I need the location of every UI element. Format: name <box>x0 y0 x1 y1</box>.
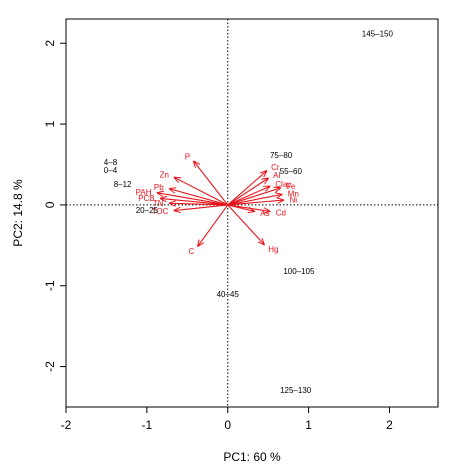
y-axis: -2 -1 0 1 2 <box>43 40 66 372</box>
loading-arrow-zn <box>174 177 228 206</box>
loading-label-al: Al <box>273 171 280 180</box>
x-tick-label: 2 <box>386 418 393 432</box>
loading-label-cd: Cd <box>276 208 286 217</box>
loading-label-cr: Cr <box>271 163 280 172</box>
y-tick-label: -1 <box>43 280 57 291</box>
loading-arrow-c <box>198 204 229 246</box>
score-label: 55–60 <box>280 167 303 176</box>
y-tick-label: 2 <box>43 40 57 47</box>
loading-label-toc: TOC <box>152 207 169 216</box>
loading-label-pb: Pb <box>154 183 164 192</box>
loading-arrow-hg <box>227 204 264 245</box>
x-axis: -2 -1 0 1 2 <box>61 407 393 432</box>
loading-label-p: P <box>185 153 190 162</box>
loading-label-fe: Fe <box>286 182 296 191</box>
loading-label-as: As <box>260 209 269 218</box>
x-axis-label: PC1: 60 % <box>223 450 281 464</box>
score-label: 100–105 <box>283 267 315 276</box>
loading-label-hg: Hg <box>268 245 278 254</box>
score-label: 145–150 <box>362 30 394 39</box>
score-label: 20–25 <box>136 206 159 215</box>
loading-arrow-ni <box>227 200 284 206</box>
loading-arrow-clay <box>227 186 270 206</box>
loading-arrow-pcb <box>161 198 228 206</box>
y-tick-label: 0 <box>43 201 57 208</box>
x-tick-label: -2 <box>61 418 72 432</box>
x-tick-label: 1 <box>305 418 312 432</box>
score-label: 40–45 <box>217 290 240 299</box>
loading-arrows <box>157 161 283 246</box>
y-tick-label: -2 <box>43 361 57 372</box>
loading-label-clay: Clay <box>275 180 291 189</box>
loading-label-pah: PAH <box>136 188 152 197</box>
score-label: 4–8 <box>104 158 118 167</box>
loading-arrow-cr <box>227 171 267 206</box>
loading-arrow-fe <box>227 188 281 206</box>
loading-arrow-toc <box>174 204 228 211</box>
score-label: 8–12 <box>114 180 132 189</box>
x-tick-label: 0 <box>224 418 231 432</box>
loading-label-mn: Mn <box>288 189 299 198</box>
loading-label-zn: Zn <box>160 171 169 180</box>
loading-label-tn: TN <box>153 199 164 208</box>
score-labels: 145–150 75–80 55–60 4–80–4 8–12 20–25 100–105 4… <box>104 30 394 395</box>
score-label: 0–4 <box>104 166 118 175</box>
y-axis-label: PC2: 14.8 % <box>11 179 25 247</box>
y-tick-label: 1 <box>43 120 57 127</box>
loading-arrow-cd <box>227 204 270 211</box>
loading-arrow-tn <box>170 203 228 205</box>
reference-lines <box>66 19 438 407</box>
loading-arrow-mn <box>227 194 282 206</box>
x-tick-label: -1 <box>142 418 153 432</box>
loading-label-c: C <box>189 247 195 256</box>
score-label: 75–80 <box>270 151 293 160</box>
score-label: 125–130 <box>280 386 312 395</box>
loading-arrow-pb <box>170 189 228 206</box>
loading-label-pcb: PCB <box>138 194 154 203</box>
loading-arrow-al <box>227 178 268 206</box>
plot-frame <box>65 18 439 408</box>
loading-label-ni: Ni <box>290 196 298 205</box>
loading-arrow-pah <box>157 193 228 206</box>
loading-arrow-p <box>194 161 229 206</box>
